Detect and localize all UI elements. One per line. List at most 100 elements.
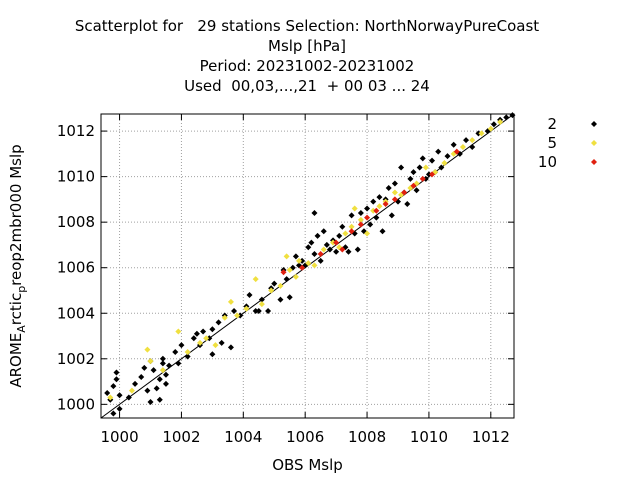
scatter-point-series-5: [342, 230, 349, 237]
scatter-point-series-2: [373, 214, 380, 221]
y-label-tail: reop2mbr000 Mslp: [7, 144, 25, 285]
scatter-point-series-2: [237, 312, 244, 319]
scatter-point-series-2: [407, 175, 414, 182]
scatter-point-series-5: [422, 164, 429, 171]
scatter-point-series-2: [311, 210, 318, 217]
y-tick-label: 1000: [57, 395, 95, 413]
scatter-point-series-2: [190, 335, 197, 342]
scatter-point-series-2: [141, 364, 148, 371]
y-label-sub-2: p: [15, 286, 28, 293]
scatter-point-series-2: [370, 198, 377, 205]
title-line-4: Used 00,03,...,21 + 00 03 ... 24: [184, 77, 430, 95]
title-line-2: Mslp [hPa]: [268, 37, 346, 55]
x-tick-label: 1006: [286, 428, 324, 446]
scatter-point-series-5: [376, 203, 383, 210]
scatter-point-series-2: [348, 212, 355, 219]
scatter-point-series-2: [339, 223, 346, 230]
scatter-point-series-2: [156, 376, 163, 383]
scatter-point-series-2: [209, 351, 216, 358]
x-tick-label: 1004: [224, 428, 262, 446]
scatter-point-series-2: [162, 380, 169, 387]
scatter-point-series-2: [391, 180, 398, 187]
scatter-point-series-10: [373, 207, 380, 214]
scatter-point-series-2: [246, 292, 253, 299]
scatter-point-series-5: [351, 205, 358, 212]
scatter-point-series-2: [184, 353, 191, 360]
legend-marker-10: [591, 159, 597, 165]
y-axis-label: AROMEArcticpreop2mbr000 Mslp: [7, 144, 28, 387]
legend-label-5: 5: [547, 134, 557, 152]
scatter-point-series-5: [243, 305, 250, 312]
scatter-point-series-2: [419, 155, 426, 162]
scatter-point-series-5: [441, 159, 448, 166]
scatter-point-series-5: [227, 298, 234, 305]
y-tick-label: 1010: [57, 168, 95, 186]
x-tick-label: 1010: [410, 428, 448, 446]
scatter-point-series-5: [234, 312, 241, 319]
scatter-point-series-5: [497, 118, 504, 125]
scatter-point-series-5: [147, 358, 154, 365]
scatter-point-series-2: [113, 376, 120, 383]
scatter-point-series-2: [159, 355, 166, 362]
scatter-point-series-2: [110, 410, 117, 417]
y-label-sub-1: A: [15, 325, 28, 333]
scatter-point-series-10: [364, 214, 371, 221]
scatter-point-series-2: [345, 248, 352, 255]
scatter-point-series-2: [379, 228, 386, 235]
scatter-point-series-2: [388, 212, 395, 219]
scatter-point-series-2: [367, 221, 374, 228]
scatter-point-series-5: [311, 262, 318, 269]
y-tick-label: 1002: [57, 350, 95, 368]
scatter-point-series-2: [357, 210, 364, 217]
x-tick-label: 1000: [100, 428, 138, 446]
scatter-point-series-2: [159, 360, 166, 367]
y-tick-label: 1008: [57, 213, 95, 231]
scatter-point-series-2: [215, 319, 222, 326]
x-tick-label: 1012: [472, 428, 510, 446]
scatter-point-series-5: [184, 348, 191, 355]
y-tick-label: 1004: [57, 304, 95, 322]
scatter-point-series-2: [218, 339, 225, 346]
scatter-point-series-2: [444, 153, 451, 160]
y-label-base: AROME: [7, 333, 25, 388]
scatter-point-series-10: [410, 182, 417, 189]
scatter-point-series-2: [258, 296, 265, 303]
scatter-point-series-5: [364, 230, 371, 237]
scatter-point-series-2: [271, 280, 278, 287]
scatter-point-series-2: [416, 164, 423, 171]
scatter-point-series-10: [382, 200, 389, 207]
scatter-point-series-10: [401, 189, 408, 196]
scatter-point-series-5: [487, 125, 494, 132]
scatter-point-series-2: [490, 121, 497, 128]
legend-marker-2: [591, 121, 597, 127]
scatter-point-series-2: [231, 307, 238, 314]
scatter-point-series-10: [299, 264, 306, 271]
scatter-point-series-2: [116, 392, 123, 399]
y-tick-label: 1006: [57, 259, 95, 277]
scatter-point-series-10: [280, 269, 287, 276]
scatter-point-series-2: [286, 294, 293, 301]
scatter-point-series-2: [144, 387, 151, 394]
scatter-point-series-10: [391, 196, 398, 203]
x-tick-label: 1002: [162, 428, 200, 446]
scatter-point-series-5: [469, 137, 476, 144]
scatter-point-series-5: [203, 335, 210, 342]
scatter-point-series-2: [150, 367, 157, 374]
scatter-point-series-5: [258, 301, 265, 308]
scatter-point-series-2: [166, 362, 173, 369]
scatter-point-series-5: [196, 339, 203, 346]
scatter-point-series-5: [391, 189, 398, 196]
scatter-point-series-5: [159, 367, 166, 374]
scatter-point-series-5: [128, 387, 135, 394]
scatter-point-series-10: [348, 228, 355, 235]
scatter-point-series-2: [156, 396, 163, 403]
scatter-point-series-10: [357, 221, 364, 228]
scatter-point-series-5: [212, 342, 219, 349]
scatter-point-series-2: [475, 130, 482, 137]
scatter-point-series-5: [348, 223, 355, 230]
scatter-point-series-5: [478, 130, 485, 137]
scatter-point-series-2: [326, 246, 333, 253]
scatter-point-series-2: [125, 394, 132, 401]
scatter-point-series-2: [425, 171, 432, 178]
